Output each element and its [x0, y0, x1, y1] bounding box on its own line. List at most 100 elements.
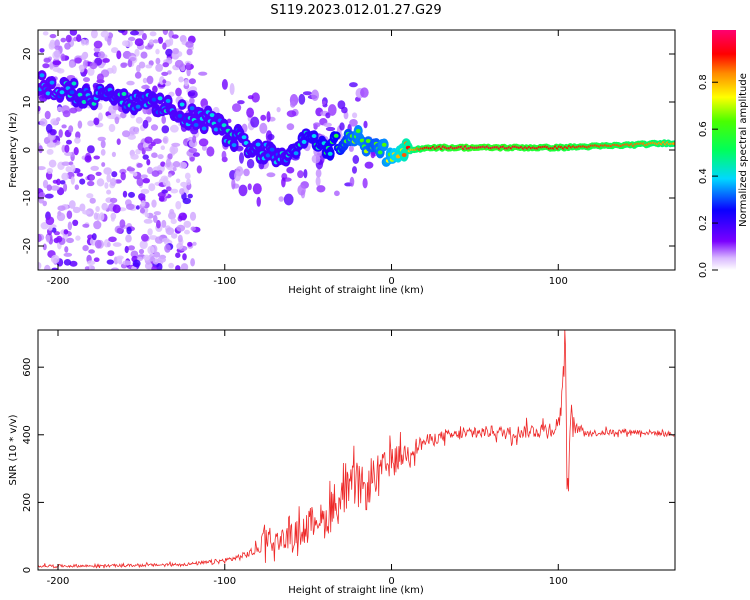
spectrogram-noise-blob — [246, 107, 255, 118]
spectrogram-noise-blob — [97, 112, 103, 122]
spectrogram-noise-blob — [148, 253, 155, 262]
spectrogram-noise-blob — [187, 193, 193, 199]
spectrogram-noise-blob — [46, 184, 52, 191]
spectrogram-noise-blob — [116, 138, 121, 145]
spectrogram-noise-blob — [63, 259, 72, 266]
spectrogram-ridge-core — [355, 129, 361, 133]
spectrogram-ridge-core — [269, 147, 275, 152]
colorbar: 0.0 0.2 0.4 0.6 0.8 Normalized spectral ampl… — [698, 30, 749, 278]
spectrogram-x-tick-label: 0 — [388, 276, 394, 287]
spectrogram-x-axis-label: Height of straight line (km) — [288, 285, 424, 296]
spectrogram-noise-blob — [286, 166, 295, 174]
spectrogram-noise-blob — [180, 181, 188, 188]
spectrogram-noise-blob — [58, 129, 63, 138]
spectrogram-ridge-core — [39, 73, 45, 78]
spectrogram-noise-blob — [246, 158, 255, 169]
spectrogram-noise-blob — [89, 62, 98, 70]
spectrogram-ridge-core — [241, 135, 247, 140]
spectrogram-noise-blob — [143, 218, 153, 224]
snr-y-tick-label: 0 — [22, 567, 33, 573]
spectrogram-noise-blob — [156, 263, 163, 270]
spectrogram-noise-blob — [54, 39, 60, 48]
spectrogram-noise-blob — [99, 212, 105, 221]
spectrogram-noise-blob — [130, 30, 139, 36]
spectrogram-noise-blob — [229, 83, 235, 95]
spectrogram-noise-blob — [176, 224, 186, 232]
spectrogram-noise-blob — [151, 199, 157, 208]
spectrogram-noise-blob — [76, 34, 82, 42]
spectrogram-noise-blob — [130, 250, 139, 258]
spectrogram-noise-blob — [129, 57, 136, 62]
spectrogram-noise-blob — [74, 57, 82, 64]
spectrogram-noise-blob — [252, 183, 262, 195]
spectrogram-noise-blob — [72, 206, 81, 214]
spectrogram-noise-blob — [144, 136, 153, 144]
spectrogram-noise-blob — [126, 203, 135, 210]
spectrogram-noise-blob — [87, 120, 95, 127]
spectrogram-noise-blob — [80, 38, 86, 46]
spectrogram-noise-blob — [42, 63, 50, 69]
spectrogram-noise-blob — [97, 136, 106, 142]
spectrogram-noise-blob — [44, 110, 51, 120]
spectrogram-noise-blob — [102, 58, 110, 63]
spectrogram-noise-blob — [82, 245, 89, 252]
spectrogram-noise-blob — [69, 260, 78, 267]
spectrogram-y-tick-label: -10 — [22, 190, 33, 206]
spectrogram-noise-blob — [157, 154, 164, 160]
spectrogram-noise-blob — [39, 48, 45, 53]
spectrogram-noise-blob — [84, 39, 90, 46]
spectrogram-noise-blob — [148, 39, 155, 45]
spectrogram-noise-blob — [125, 234, 132, 243]
spectrogram-noise-blob — [192, 135, 197, 144]
spectrogram-noise-blob — [171, 142, 181, 147]
spectrogram-noise-blob — [56, 235, 63, 243]
spectrogram-noise-blob — [77, 120, 83, 129]
spectrogram-noise-blob — [66, 210, 73, 219]
spectrogram-noise-blob — [127, 58, 133, 68]
spectrogram-noise-blob — [183, 79, 189, 87]
spectrogram-noise-blob — [286, 123, 295, 131]
spectrogram-noise-blob — [127, 245, 135, 251]
spectrogram-noise-blob — [352, 155, 360, 164]
spectrogram-noise-blob — [189, 97, 195, 105]
spectrogram-noise-blob — [75, 235, 81, 241]
colorbar-tick-label: 0.2 — [698, 215, 709, 231]
spectrogram-noise-blob — [290, 101, 296, 108]
spectrogram-noise-blob — [175, 252, 181, 258]
colorbar-tick-label: 0.0 — [698, 262, 709, 278]
spectrogram-noise-blob — [66, 237, 74, 244]
spectrogram-noise-blob — [134, 48, 140, 57]
spectrogram-noise-blob — [56, 106, 63, 112]
spectrogram-noise-blob — [42, 243, 47, 251]
spectrogram-noise-blob — [64, 144, 70, 153]
spectrogram-noise-blob — [161, 125, 170, 134]
spectrogram-noise-blob — [243, 168, 250, 177]
spectrogram-noise-blob — [96, 178, 105, 187]
snr-x-tick-label: -100 — [213, 576, 236, 587]
spectrogram-noise-blob — [128, 191, 135, 198]
spectrogram-noise-blob — [74, 184, 80, 190]
spectrogram-noise-blob — [167, 153, 173, 160]
spectrogram-noise-blob — [119, 219, 126, 229]
spectrogram-noise-blob — [126, 167, 136, 172]
spectrogram-noise-blob — [138, 248, 145, 255]
spectrogram-noise-blob — [238, 184, 248, 197]
spectrogram-noise-blob — [155, 48, 160, 55]
spectrogram-noise-blob — [110, 212, 117, 220]
spectrogram-noise-blob — [112, 204, 121, 214]
spectrogram-noise-blob — [63, 229, 69, 235]
spectrogram-noise-blob — [281, 177, 286, 188]
spectrogram-noise-blob — [122, 260, 132, 266]
spectrogram-noise-blob — [89, 175, 95, 181]
spectrogram-noise-blob — [93, 40, 103, 49]
spectrogram-noise-blob — [221, 79, 228, 90]
spectrogram-noise-blob — [180, 263, 189, 270]
spectrogram-noise-blob — [349, 119, 358, 127]
spectrogram-noise-blob — [67, 221, 73, 231]
spectrogram-noise-blob — [278, 196, 284, 202]
spectrogram-noise-blob — [111, 151, 116, 158]
spectrogram-noise-blob — [362, 178, 368, 189]
spectrogram-ridge-core — [243, 141, 249, 145]
snr-y-axis-label: SNR (10 * v/v) — [8, 414, 19, 485]
